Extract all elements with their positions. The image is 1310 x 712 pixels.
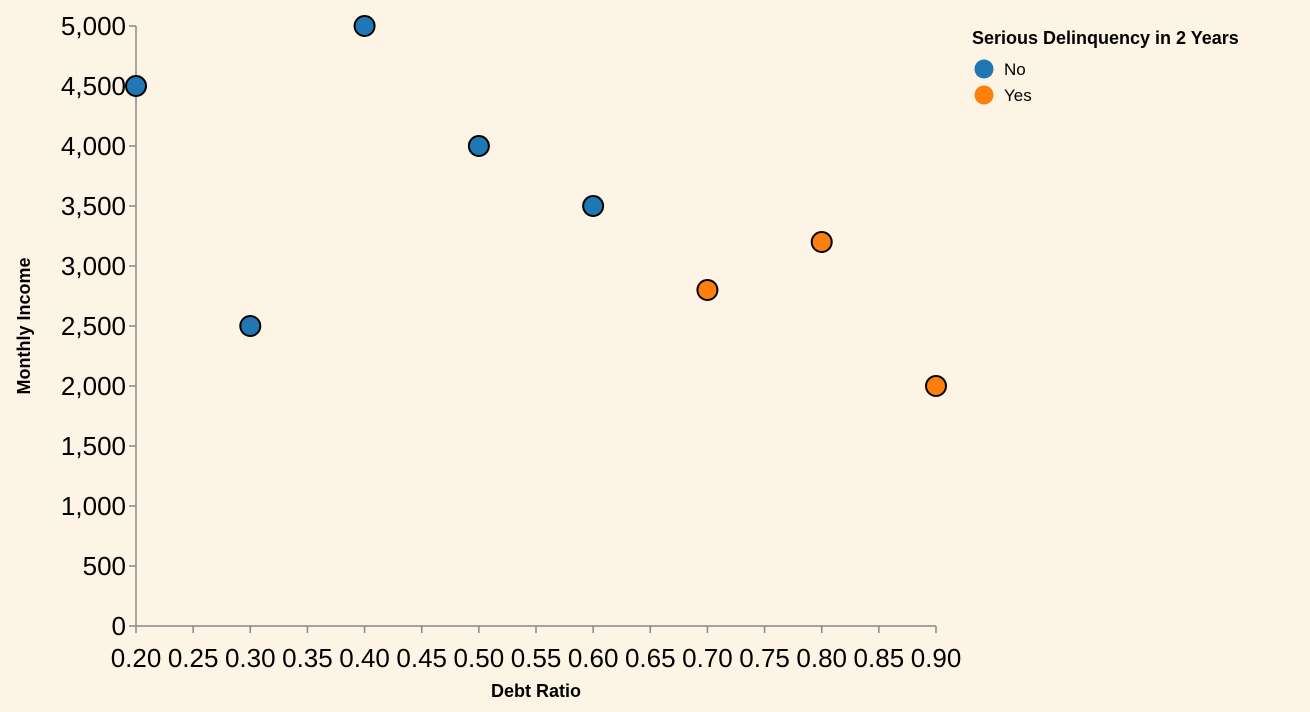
- y-tick-label: 1,000: [61, 491, 126, 521]
- data-point: [925, 375, 947, 397]
- x-tick-label: 0.85: [854, 643, 905, 673]
- y-tick-label: 500: [83, 551, 126, 581]
- legend-title: Serious Delinquency in 2 Years: [972, 28, 1239, 48]
- x-tick-label: 0.65: [625, 643, 676, 673]
- legend-label: No: [1004, 60, 1026, 79]
- data-point: [467, 135, 490, 157]
- x-tick-label: 0.80: [796, 643, 847, 673]
- x-tick-label: 0.45: [396, 643, 447, 673]
- data-points: [125, 15, 947, 397]
- y-tick-label: 4,500: [61, 71, 126, 101]
- x-tick-label: 0.55: [511, 643, 562, 673]
- x-tick-label: 0.70: [682, 643, 733, 673]
- y-tick-label: 5,000: [61, 11, 126, 41]
- x-tick-label: 0.25: [168, 643, 219, 673]
- x-tick-label: 0.20: [111, 643, 162, 673]
- y-axis: 0 500 1,000 1,500 2,000 2,500 3,000 3,500 4,000 4…: [61, 11, 137, 641]
- x-axis-title: Debt Ratio: [491, 681, 581, 701]
- x-axis: 0.20 0.25 0.30 0.35 0.40 0.45 0.50 0.55 0.60 0.65…: [111, 625, 962, 673]
- x-tick-label: 0.35: [282, 643, 333, 673]
- data-point: [239, 315, 262, 337]
- legend-swatch: [974, 59, 994, 79]
- y-tick-label: 0: [112, 611, 126, 641]
- data-point: [353, 15, 376, 37]
- x-tick-label: 0.30: [225, 643, 276, 673]
- data-point: [696, 279, 719, 301]
- x-tick-label: 0.50: [454, 643, 505, 673]
- y-tick-label: 3,500: [61, 191, 126, 221]
- y-axis-title: Monthly Income: [14, 257, 34, 394]
- x-tick-label: 0.75: [739, 643, 790, 673]
- y-tick-label: 1,500: [61, 431, 126, 461]
- data-point: [582, 195, 605, 217]
- data-point: [125, 75, 147, 97]
- data-point: [810, 231, 833, 253]
- legend: Serious Delinquency in 2 Years No Yes: [972, 28, 1239, 105]
- legend-swatch: [974, 85, 994, 105]
- x-tick-label: 0.60: [568, 643, 619, 673]
- y-tick-label: 2,000: [61, 371, 126, 401]
- y-tick-label: 4,000: [61, 131, 126, 161]
- y-tick-label: 3,000: [61, 251, 126, 281]
- x-tick-label: 0.90: [911, 643, 962, 673]
- x-tick-label: 0.40: [339, 643, 390, 673]
- y-tick-label: 2,500: [61, 311, 126, 341]
- legend-label: Yes: [1004, 86, 1032, 105]
